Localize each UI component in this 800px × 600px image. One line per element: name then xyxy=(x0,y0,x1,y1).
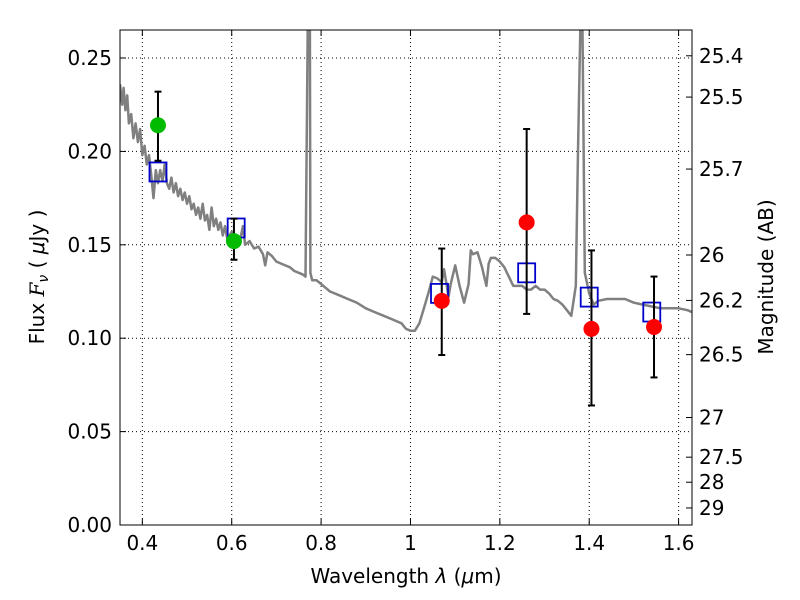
y-tick-label: 0.15 xyxy=(67,233,112,257)
optical-data-point xyxy=(149,117,166,134)
model-photometry-box xyxy=(148,161,168,183)
y2-tick-label: 25.7 xyxy=(699,157,744,181)
y2-tick-label: 28 xyxy=(699,470,724,494)
y-tick-label: 0.20 xyxy=(67,139,112,163)
x-tick-label: 1.4 xyxy=(573,531,605,555)
x-tick-label: 0.4 xyxy=(126,531,158,555)
y2-tick-label: 27 xyxy=(699,406,724,430)
nir-data-point xyxy=(583,320,600,337)
x-tick-label: 0.6 xyxy=(216,531,248,555)
nir-data-point xyxy=(518,214,535,231)
y2-axis-title: Magnitude (AB) xyxy=(754,199,778,354)
y2-tick-label: 29 xyxy=(699,496,724,520)
y-tick-label: 0.00 xyxy=(67,513,112,537)
x-tick-label: 1.2 xyxy=(484,531,516,555)
y2-tick-label: 26 xyxy=(699,243,724,267)
x-tick-label: 1 xyxy=(404,531,417,555)
x-tick-label: 1.6 xyxy=(663,531,695,555)
nir-data-point xyxy=(433,292,450,309)
y2-tick-label: 25.4 xyxy=(699,44,744,68)
optical-data-point xyxy=(225,233,242,250)
nir-data-point xyxy=(646,319,663,335)
plot-frame xyxy=(119,29,693,526)
y-axis-title: Flux Fν ( μJy ) xyxy=(25,210,52,345)
model-spectrum-line xyxy=(120,30,692,332)
y2-tick-label: 27.5 xyxy=(699,445,744,469)
y2-tick-label: 25.5 xyxy=(699,85,744,109)
y2-tick-label: 26.5 xyxy=(699,343,744,367)
plot-background xyxy=(120,30,692,525)
y-tick-label: 0.10 xyxy=(67,326,112,350)
model-photometry-box xyxy=(579,286,599,308)
y-tick-label: 0.05 xyxy=(67,420,112,444)
y2-tick-label: 26.2 xyxy=(699,288,744,312)
x-tick-label: 0.8 xyxy=(305,531,337,555)
axis-ticks: 0.4 0.6 0.8 1 1.2 1.4 1.6 0.00 0.05 0.10 0.15 0.20 0… xyxy=(67,30,744,555)
y-tick-label: 0.25 xyxy=(67,46,112,70)
x-axis-title: Wavelength λ (μm) xyxy=(310,564,501,588)
data-marks xyxy=(148,90,663,407)
